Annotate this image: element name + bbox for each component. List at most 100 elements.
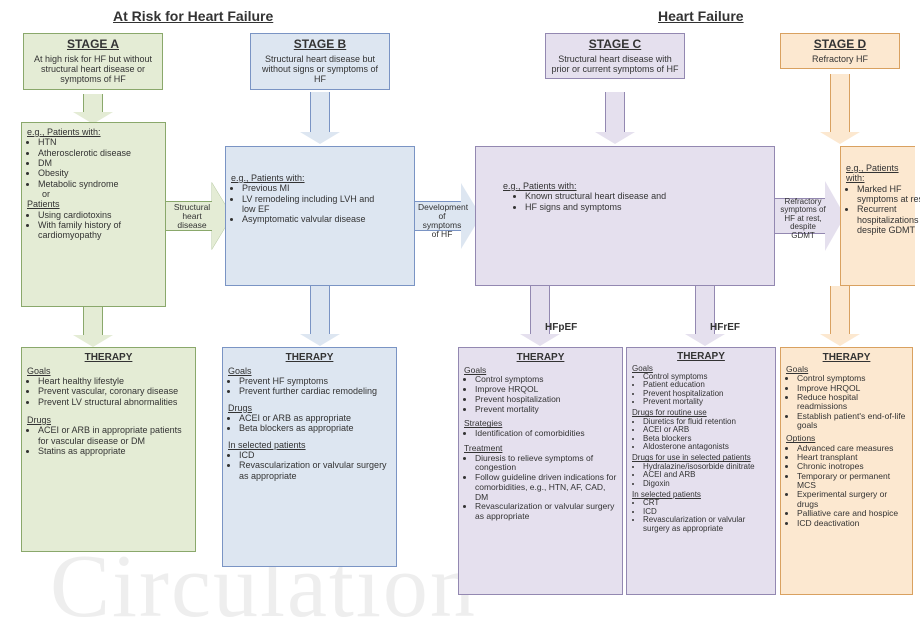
list-item: Revascularization or valvular surgery as…: [239, 460, 391, 481]
sublabel-hfpef: HFpEF: [545, 322, 577, 333]
drugs-list: ACEI or ARB as appropriateBeta blockers …: [239, 413, 391, 434]
drugs-list: ACEI or ARB in appropriate patients for …: [38, 425, 190, 456]
list-item: DM: [38, 158, 160, 168]
label: e.g., Patients with:: [27, 127, 101, 137]
goals-list: Prevent HF symptomsPrevent further cardi…: [239, 376, 391, 397]
arrow-label: Structural heart disease: [169, 203, 215, 230]
therapy-title: THERAPY: [464, 352, 617, 364]
list-d: Marked HF symptoms at restRecurrent hosp…: [857, 184, 920, 236]
stage-b-patients: e.g., Patients with: Previous MILV remod…: [225, 146, 415, 286]
therapy-c-left: THERAPY Goals Control symptomsImprove HR…: [458, 347, 623, 595]
opt-list: Advanced care measuresHeart transplantCh…: [797, 444, 907, 528]
therapy-title: THERAPY: [632, 352, 770, 363]
therapy-b: THERAPY Goals Prevent HF symptomsPrevent…: [222, 347, 397, 567]
stage-b-header: STAGE B Structural heart disease but wit…: [250, 33, 390, 90]
list-item: Establish patient's end-of-life goals: [797, 412, 907, 431]
list-item: Known structural heart disease and: [525, 191, 769, 201]
list-item: Experimental surgery or drugs: [797, 490, 907, 509]
arrow-a-to-b: Structural heart disease: [166, 183, 232, 249]
treat-label: Treatment: [464, 443, 502, 453]
list-item: Revascularization or valvular surgery as…: [475, 502, 617, 522]
list-item: Revascularization or valvular surgery as…: [643, 516, 770, 533]
list-item: Prevent mortality: [475, 405, 617, 415]
goals-label: Goals: [464, 365, 486, 375]
strat-list: Identification of comorbidities: [475, 429, 617, 439]
list-c: Known structural heart disease andHF sig…: [525, 191, 769, 212]
list-item: ACEI or ARB as appropriate: [239, 413, 391, 423]
list-item: Identification of comorbidities: [475, 429, 617, 439]
sel-list: CRTICDRevascularization or valvular surg…: [643, 499, 770, 533]
list-a1: HTNAtherosclerotic diseaseDMObesityMetab…: [38, 137, 160, 189]
therapy-c-right: THERAPY Goals Control symptomsPatient ed…: [626, 347, 776, 595]
therapy-title: THERAPY: [228, 352, 391, 364]
list-b: Previous MILV remodeling including LVH a…: [242, 183, 382, 224]
list-item: Follow guideline driven indications for …: [475, 473, 617, 502]
list-item: Temporary or permanent MCS: [797, 472, 907, 491]
list-item: ICD: [239, 450, 391, 460]
list-item: Recurrent hospitalizations despite GDMT: [857, 204, 920, 235]
list-item: CRT: [643, 499, 770, 507]
list-item: LV remodeling including LVH and low EF: [242, 194, 382, 215]
list-item: Atherosclerotic disease: [38, 148, 160, 158]
sublabel-hfref: HFrEF: [710, 322, 740, 333]
list-item: Previous MI: [242, 183, 382, 193]
list-item: HTN: [38, 137, 160, 147]
list-item: Statins as appropriate: [38, 446, 190, 456]
list-item: Digoxin: [643, 480, 770, 488]
list-item: Prevent mortality: [643, 398, 770, 406]
stage-c-header: STAGE C Structural heart disease with pr…: [545, 33, 685, 79]
goals-list: Control symptomsImprove HRQOLReduce hosp…: [797, 374, 907, 430]
drugs-label: Drugs: [27, 415, 51, 425]
list-item: Diuresis to relieve symptoms of congesti…: [475, 454, 617, 474]
ds-list: Hydralazine/isosorbide dinitrateACEI and…: [643, 463, 770, 488]
drugs-label: Drugs: [228, 403, 252, 413]
sel-label: In selected patients: [228, 440, 306, 450]
therapy-title: THERAPY: [27, 352, 190, 364]
list-item: Reduce hospital readmissions: [797, 393, 907, 412]
list-item: Prevent further cardiac remodeling: [239, 386, 391, 396]
stage-d-desc: Refractory HF: [812, 54, 868, 64]
list-item: HF signs and symptoms: [525, 202, 769, 212]
list-item: Aldosterone antagonists: [643, 443, 770, 451]
list-item: Marked HF symptoms at rest: [857, 184, 920, 205]
goals-label: Goals: [27, 366, 51, 376]
arrow-label: Refractory symptoms of HF at rest, despi…: [778, 198, 828, 240]
list-item: With family history of cardiomyopathy: [38, 220, 160, 241]
stage-c-patients: e.g., Patients with: Known structural he…: [475, 146, 775, 286]
list-item: Prevent HF symptoms: [239, 376, 391, 386]
stage-b-desc: Structural heart disease but without sig…: [262, 54, 378, 85]
goals-label: Goals: [228, 366, 252, 376]
arrow-b-to-c: Development of symptoms of HF: [415, 183, 481, 249]
list-item: ICD deactivation: [797, 519, 907, 528]
list-item: Using cardiotoxins: [38, 210, 160, 220]
list-item: Asymptomatic valvular disease: [242, 214, 382, 224]
sel-list: ICDRevascularization or valvular surgery…: [239, 450, 391, 481]
therapy-a: THERAPY Goals Heart healthy lifestylePre…: [21, 347, 196, 552]
or-text: or: [27, 189, 160, 199]
goals-list: Control symptomsImprove HRQOLPrevent hos…: [475, 375, 617, 414]
treat-list: Diuresis to relieve symptoms of congesti…: [475, 454, 617, 522]
list-item: Prevent vascular, coronary disease: [38, 386, 190, 396]
header-heart-failure: Heart Failure: [658, 8, 744, 24]
stage-d-patients: e.g., Patients with: Marked HF symptoms …: [840, 146, 915, 286]
list-item: Metabolic syndrome: [38, 179, 160, 189]
stage-a-title: STAGE A: [29, 38, 157, 52]
dr-list: Diuretics for fluid retentionACEI or ARB…: [643, 418, 770, 452]
therapy-d: THERAPY Goals Control symptomsImprove HR…: [780, 347, 913, 595]
list-item: Heart healthy lifestyle: [38, 376, 190, 386]
list-item: Obesity: [38, 168, 160, 178]
stage-c-desc: Structural heart disease with prior or c…: [551, 54, 678, 74]
list-item: ACEI or ARB in appropriate patients for …: [38, 425, 190, 446]
label2: Patients: [27, 199, 60, 209]
arrow-label: Development of symptoms of HF: [418, 203, 466, 239]
stage-c-title: STAGE C: [551, 38, 679, 52]
goals-list: Control symptomsPatient educationPrevent…: [643, 373, 770, 407]
arrow-c-to-d: Refractory symptoms of HF at rest, despi…: [775, 181, 845, 251]
header-at-risk: At Risk for Heart Failure: [113, 8, 273, 24]
stage-d-title: STAGE D: [786, 38, 894, 52]
label: e.g., Patients with:: [503, 181, 577, 191]
therapy-title: THERAPY: [786, 352, 907, 363]
label: e.g., Patients with:: [846, 163, 899, 183]
strat-label: Strategies: [464, 418, 502, 428]
stage-b-title: STAGE B: [256, 38, 384, 52]
